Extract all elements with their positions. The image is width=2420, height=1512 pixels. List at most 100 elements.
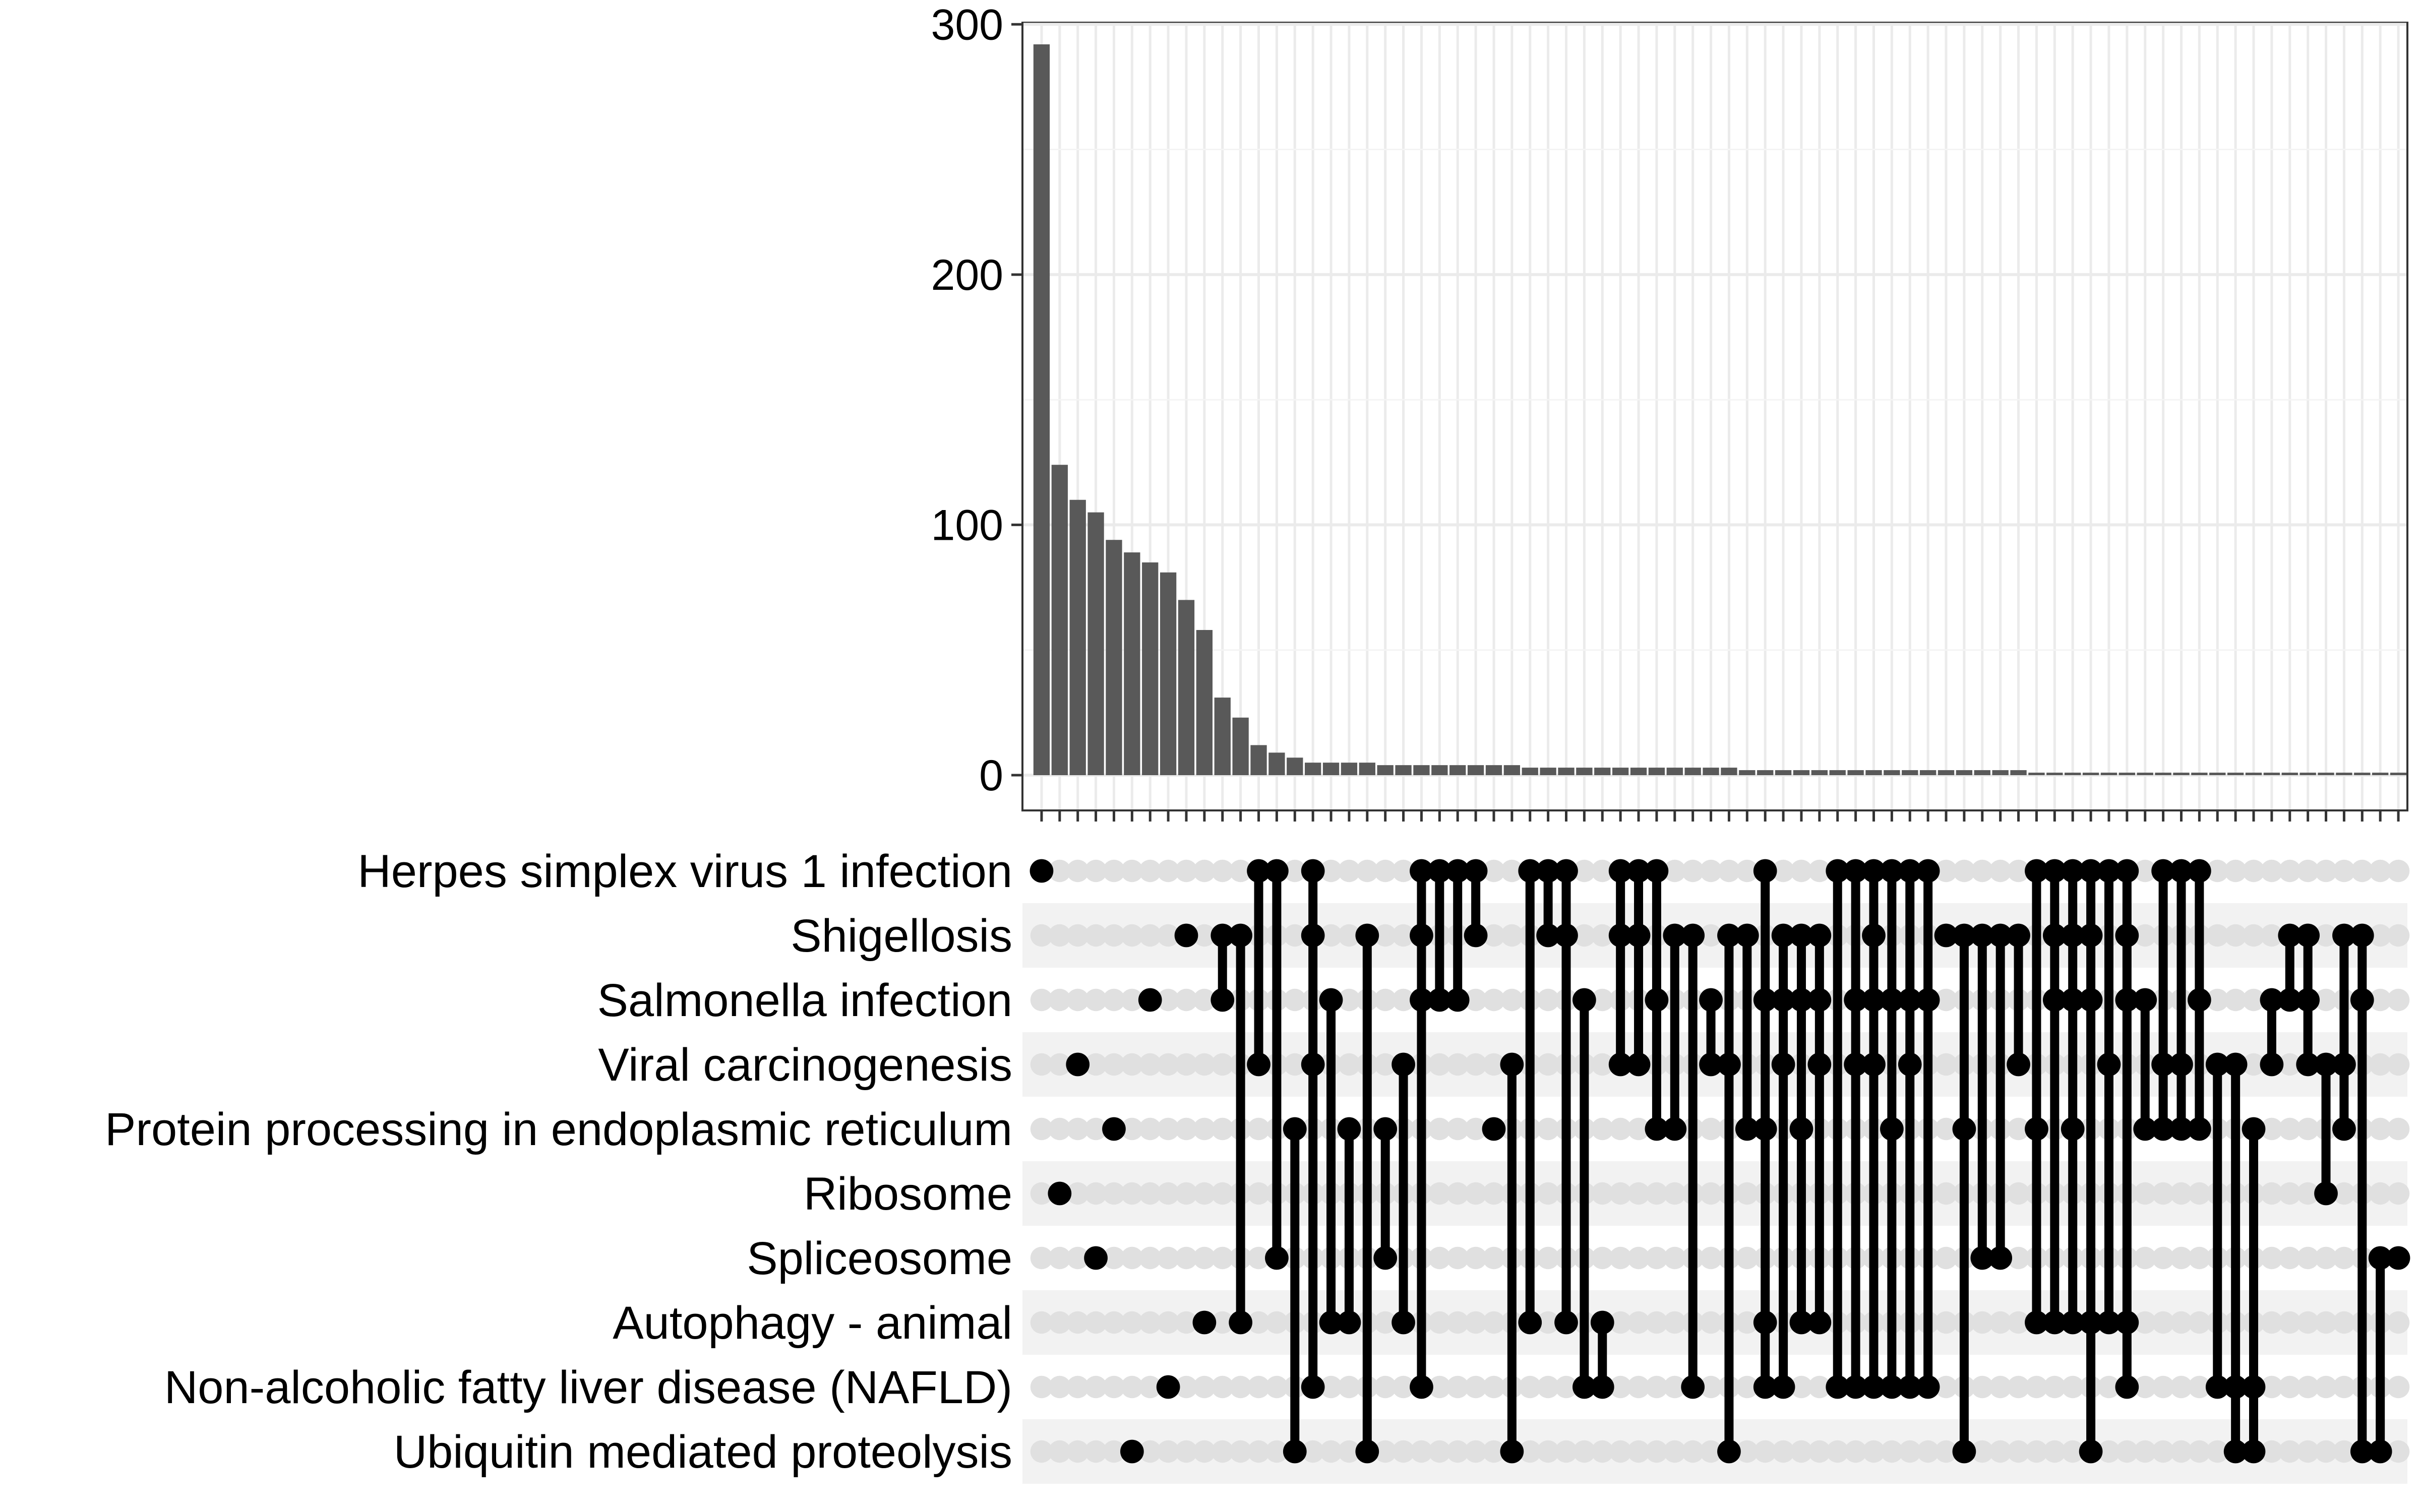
filled-dot — [1301, 859, 1325, 883]
filled-dot — [2079, 1310, 2103, 1335]
empty-dot — [1247, 1440, 1270, 1463]
filled-dot — [2169, 1117, 2193, 1141]
filled-dot — [1807, 923, 1832, 948]
empty-dot — [1084, 1053, 1107, 1076]
filled-dot — [1608, 923, 1632, 948]
empty-dot — [1121, 1246, 1143, 1270]
empty-dot — [2242, 1053, 2265, 1076]
intersection-bars — [1033, 44, 2407, 775]
intersection-bar — [1431, 765, 1448, 775]
filled-dot — [1518, 859, 1542, 883]
empty-dot — [2278, 1182, 2302, 1205]
empty-dot — [1193, 988, 1216, 1012]
filled-dot — [1880, 859, 1904, 883]
filled-dot — [1536, 859, 1560, 883]
set-label: Non-alcoholic fatty liver disease (NAFLD… — [164, 1362, 1012, 1413]
filled-dot — [1084, 1246, 1108, 1270]
filled-dot — [1789, 988, 1813, 1012]
empty-dot — [2170, 1182, 2193, 1205]
intersection-bar — [1124, 552, 1140, 775]
filled-dot — [1645, 1117, 1669, 1141]
empty-dot — [2206, 1440, 2229, 1463]
empty-dot — [1700, 1311, 1722, 1334]
filled-dot — [1934, 923, 1958, 948]
empty-dot — [1645, 1440, 1668, 1463]
empty-dot — [2369, 924, 2392, 947]
filled-dot — [2169, 1052, 2193, 1077]
empty-dot — [1899, 1440, 1921, 1463]
intersection-bar — [1721, 768, 1737, 775]
filled-dot — [2025, 1310, 2048, 1335]
empty-dot — [1916, 1440, 1940, 1463]
intersection-bar — [1485, 765, 1502, 775]
empty-dot — [1084, 1440, 1107, 1463]
empty-dot — [2224, 988, 2247, 1012]
grid-layer — [1021, 22, 2408, 811]
empty-dot — [1247, 1375, 1270, 1399]
empty-dot — [2315, 1311, 2337, 1334]
empty-dot — [1175, 988, 1198, 1012]
filled-dot — [1301, 1052, 1325, 1077]
filled-dot — [1898, 988, 1922, 1012]
empty-dot — [2170, 1246, 2193, 1270]
filled-dot — [1247, 859, 1270, 883]
empty-dot — [2369, 988, 2392, 1012]
filled-dot — [1807, 988, 1832, 1012]
filled-dot — [2151, 1117, 2175, 1141]
intersection-bar — [1847, 770, 1864, 775]
empty-dot — [1138, 1311, 1162, 1334]
filled-dot — [1500, 1052, 1524, 1077]
filled-dot — [1862, 923, 1886, 948]
empty-dot — [1609, 1246, 1632, 1270]
empty-dot — [1247, 1182, 1270, 1205]
filled-dot — [2042, 923, 2067, 948]
intersection-bar — [1033, 44, 1050, 775]
empty-dot — [1374, 1311, 1397, 1334]
empty-dot — [1066, 1375, 1089, 1399]
empty-dot — [1084, 1182, 1107, 1205]
intersection-bar — [2155, 773, 2171, 775]
empty-dot — [1700, 1117, 1722, 1141]
empty-dot — [1175, 1375, 1198, 1399]
empty-dot — [2007, 1440, 2030, 1463]
intersection-bar — [1522, 768, 1538, 775]
empty-dot — [1211, 1375, 1234, 1399]
filled-dot — [1988, 1246, 2013, 1270]
filled-dot — [1807, 1310, 1832, 1335]
filled-dot — [1844, 859, 1867, 883]
filled-dot — [1283, 1439, 1307, 1464]
empty-dot — [2097, 1440, 2121, 1463]
empty-dot — [1808, 1440, 1831, 1463]
empty-dot — [1464, 1375, 1487, 1399]
filled-dot — [1590, 1310, 1614, 1335]
empty-dot — [1537, 1311, 1559, 1334]
matrix-filled-dots — [1030, 859, 2410, 1464]
empty-dot — [1030, 1117, 1053, 1141]
filled-dot — [1572, 988, 1596, 1012]
empty-dot — [1138, 1246, 1162, 1270]
empty-dot — [1934, 988, 1958, 1012]
empty-dot — [2387, 1375, 2410, 1399]
filled-dot — [1410, 988, 1433, 1012]
empty-dot — [2260, 1440, 2283, 1463]
empty-dot — [1157, 988, 1180, 1012]
empty-dot — [1663, 1311, 1686, 1334]
empty-dot — [2387, 1182, 2410, 1205]
empty-dot — [1500, 988, 1524, 1012]
filled-dot — [1410, 1375, 1433, 1399]
filled-dot — [1355, 1439, 1379, 1464]
filled-dot — [1789, 923, 1813, 948]
empty-dot — [1772, 859, 1795, 883]
empty-dot — [1319, 924, 1343, 947]
empty-dot — [2224, 859, 2247, 883]
empty-dot — [1446, 1117, 1469, 1141]
empty-dot — [1428, 1182, 1451, 1205]
filled-dot — [1735, 923, 1759, 948]
filled-dot — [2242, 1117, 2266, 1141]
empty-dot — [2134, 1182, 2156, 1205]
filled-dot — [1970, 1246, 1994, 1270]
empty-dot — [2296, 1246, 2319, 1270]
empty-dot — [1700, 1375, 1722, 1399]
intersection-bar — [1051, 465, 1068, 775]
empty-dot — [1663, 859, 1686, 883]
